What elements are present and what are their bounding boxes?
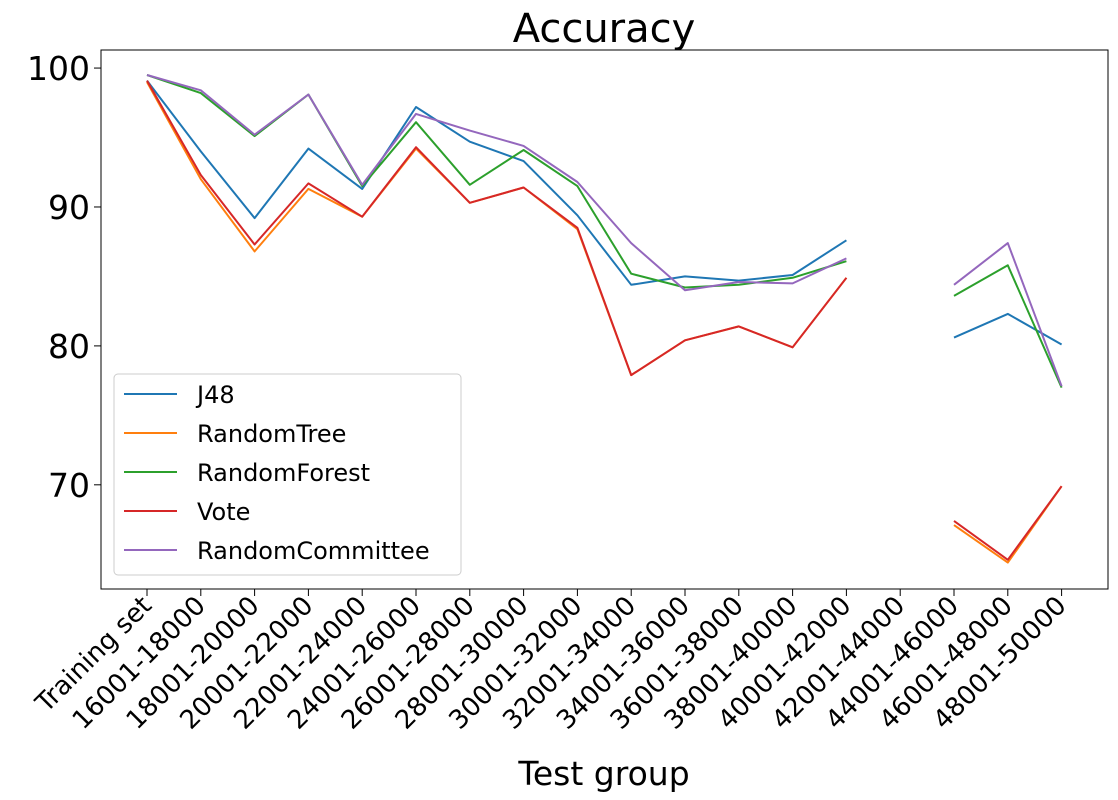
x-axis: Training set16001-1800018001-2000020001-… [30, 589, 1073, 736]
plot-area-frame [100, 49, 1109, 590]
legend-label: RandomCommittee [197, 537, 430, 565]
legend-label: RandomTree [197, 420, 346, 448]
legend-box [113, 373, 462, 576]
chart-title: Accuracy [513, 6, 696, 52]
y-tick-label: 70 [48, 466, 90, 505]
legend-label: Vote [197, 498, 250, 526]
y-tick-label: 80 [48, 327, 90, 366]
series-line-randomforest [146, 74, 1063, 389]
legend: J48 RandomTree RandomForest Vote RandomCommi… [113, 373, 462, 576]
series-line-j48 [146, 79, 1063, 346]
x-axis-label: Test group [517, 754, 689, 793]
series-line-randomcommittee [146, 74, 1063, 387]
legend-label: J48 [195, 381, 235, 409]
y-axis: 70 80 90 100 [27, 49, 101, 505]
y-tick-label: 90 [48, 188, 90, 227]
series-lines [146, 74, 1063, 564]
y-tick-label: 100 [27, 49, 90, 88]
series-line-vote [146, 80, 1063, 561]
legend-label: RandomForest [197, 459, 370, 487]
